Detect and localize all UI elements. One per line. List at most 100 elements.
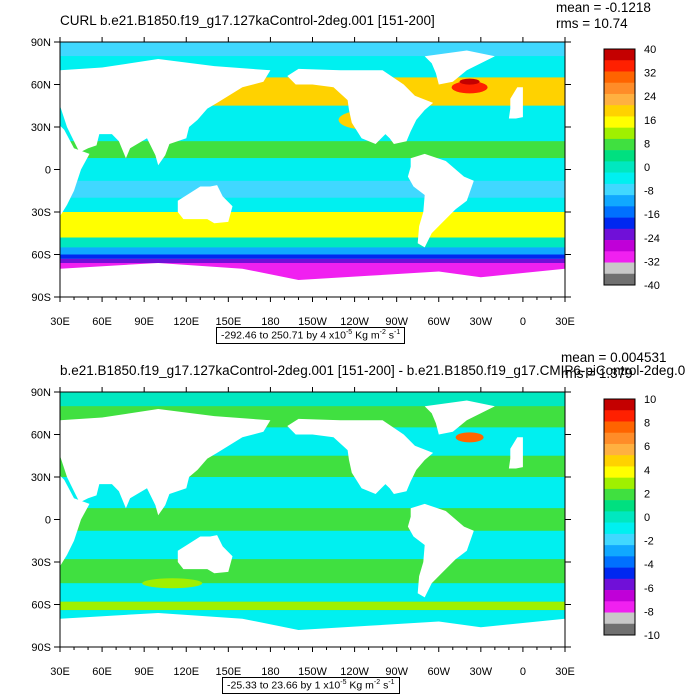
colorbar-label: 0 — [644, 162, 650, 174]
colorbar-swatch — [604, 71, 635, 84]
y-tick-label: 60N — [31, 80, 51, 92]
colorbar-label: -8 — [644, 186, 654, 198]
field-band — [60, 197, 565, 212]
colorbar-swatch — [604, 105, 635, 117]
colorbar-label: 8 — [644, 138, 650, 150]
colorbar-swatch — [604, 455, 635, 467]
colorbar-swatch — [604, 127, 635, 140]
x-tick-label: 150W — [298, 666, 327, 678]
colorbar-swatch — [604, 240, 635, 252]
field-band — [60, 392, 565, 407]
chart-title: CURL b.e21.B1850.f19_g17.127kaControl-2d… — [60, 13, 435, 28]
field-band — [60, 42, 565, 57]
x-tick-label: 0 — [520, 666, 526, 678]
rms-stat: rms = 1.379 — [561, 366, 633, 381]
mean-stat: mean = 0.004531 — [561, 350, 667, 365]
colorbar-label: -16 — [644, 209, 660, 221]
field-band — [60, 254, 565, 259]
y-tick-label: 60N — [31, 430, 51, 442]
colorbar-swatch — [604, 410, 635, 422]
land-mask — [60, 263, 565, 297]
colorbar-swatch — [604, 488, 635, 501]
field-band — [60, 583, 565, 602]
colorbar-swatch — [604, 217, 635, 230]
y-tick-label: 30S — [31, 207, 51, 219]
y-tick-label: 90S — [31, 292, 51, 304]
x-tick-label: 150E — [215, 316, 241, 328]
colorbar-swatch — [604, 466, 635, 478]
colorbar-swatch — [604, 161, 635, 173]
colorbar-label: 2 — [644, 488, 650, 500]
colorbar-label: 40 — [644, 44, 656, 56]
colorbar-swatch — [604, 545, 635, 557]
x-tick-label: 150E — [215, 666, 241, 678]
rms-stat: rms = 10.74 — [556, 16, 628, 31]
land-mask — [60, 59, 271, 166]
range-s: s — [380, 679, 389, 692]
range-units: Kg m — [352, 329, 380, 342]
x-tick-label: 30E — [555, 666, 575, 678]
colorbar-label: 8 — [644, 418, 650, 430]
y-tick-label: 90N — [31, 37, 51, 49]
colorbar-label: 32 — [644, 68, 656, 80]
colorbar-label: 24 — [644, 91, 656, 103]
colorbar-label: -6 — [644, 583, 654, 595]
land-mask — [508, 437, 523, 469]
x-tick-label: 60E — [92, 666, 112, 678]
land-mask — [177, 185, 233, 224]
y-tick-label: 30N — [31, 472, 51, 484]
colorbar-swatch — [604, 82, 635, 95]
colorbar-swatch — [604, 590, 635, 602]
y-tick-label: 0 — [45, 165, 51, 177]
x-tick-label: 60E — [92, 316, 112, 328]
colorbar-label: 16 — [644, 115, 656, 127]
colorbar-label: 4 — [644, 465, 650, 477]
range-exp2: -2 — [379, 329, 386, 336]
range-exp: -5 — [340, 679, 347, 686]
land-mask — [424, 400, 495, 435]
field-band — [60, 237, 565, 248]
colorbar-label: -32 — [644, 256, 660, 268]
land-mask — [60, 613, 565, 647]
mean-stat: mean = -0.1218 — [556, 0, 651, 15]
colorbar-swatch — [604, 183, 635, 196]
range-prefix: -292.46 to 250.71 by 4 x10 — [221, 329, 346, 342]
y-tick-label: 30S — [31, 557, 51, 569]
colorbar-swatch — [604, 172, 635, 185]
field-band — [60, 158, 565, 181]
colorbar-swatch — [604, 49, 635, 61]
x-tick-label: 90W — [385, 316, 408, 328]
ocean-field — [60, 42, 565, 297]
range-label: -25.33 to 23.66 by 1 x10-5 Kg m-2 s-1 — [222, 677, 400, 694]
range-exp3: -1 — [388, 679, 395, 686]
field-band — [60, 212, 565, 238]
field-band — [60, 601, 565, 611]
colorbar-swatch — [604, 262, 635, 275]
range-exp3: -1 — [394, 329, 401, 336]
colorbar-swatch — [604, 477, 635, 490]
colorbar-swatch — [604, 273, 635, 286]
range-label: -292.46 to 250.71 by 4 x10-5 Kg m-2 s-1 — [216, 327, 406, 344]
colorbar-swatch — [604, 421, 635, 434]
field-patch — [451, 81, 488, 94]
colorbar-swatch — [604, 601, 635, 613]
map-plot: 30E 60E 90E 120E 150E 180 150W 120W 90W 60W 30W 0 30… — [31, 37, 660, 328]
land-mask — [407, 503, 474, 598]
y-tick-label: 0 — [45, 515, 51, 527]
x-tick-label: 60W — [427, 666, 450, 678]
y-tick-label: 60S — [31, 600, 51, 612]
land-mask — [287, 418, 434, 494]
x-tick-label: 120E — [173, 666, 199, 678]
colorbar-frame — [603, 398, 636, 636]
colorbar-frame — [603, 48, 636, 286]
x-tick-label: 180 — [261, 666, 279, 678]
land-mask — [287, 68, 434, 144]
y-tick-label: 60S — [31, 250, 51, 262]
land-mask — [508, 87, 523, 119]
land-mask — [60, 409, 271, 516]
chart-title: b.e21.B1850.f19_g17.127kaControl-2deg.00… — [60, 363, 686, 378]
colorbar-label: 0 — [644, 512, 650, 524]
x-tick-label: 120W — [340, 666, 369, 678]
ocean-field — [60, 392, 565, 647]
colorbar-label: -4 — [644, 559, 654, 571]
